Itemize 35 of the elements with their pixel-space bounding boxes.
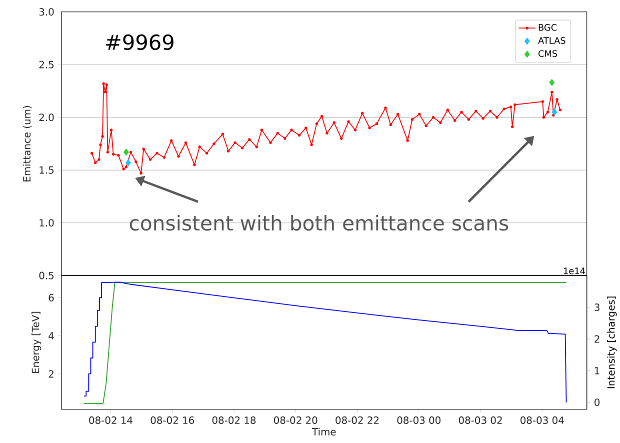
y-tick-label: 1.5 <box>40 166 54 174</box>
legend-label: ATLAS <box>538 37 566 44</box>
y-tick-label: 1.0 <box>40 219 54 227</box>
y2-tick-label: 3 <box>594 303 600 311</box>
x-axis-title: Time <box>312 428 336 436</box>
y-tick-label: 4 <box>48 332 54 340</box>
x-tick-label: 08-03 04 <box>520 416 564 424</box>
point <box>549 79 555 86</box>
y-axis-title: Energy [TeV] <box>32 312 42 373</box>
x-tick-label: 08-02 18 <box>212 416 256 424</box>
annotation: 1e14 <box>564 268 586 274</box>
x-tick-label: 08-02 22 <box>336 416 379 424</box>
x-tick-label: 08-02 16 <box>150 416 194 424</box>
point <box>126 159 131 166</box>
y-tick-label: 3.0 <box>39 8 54 16</box>
y-tick-label: 0.5 <box>39 272 54 280</box>
legend-label: CMS <box>538 50 558 57</box>
x-tick-label: 08-02 14 <box>89 416 132 424</box>
y2-tick-label: 1 <box>594 367 600 374</box>
y-tick-label: 2 <box>48 370 54 378</box>
y-axis-title: Emittance (um) <box>22 106 32 182</box>
point <box>123 148 129 156</box>
y2-tick-label: 2 <box>594 335 600 343</box>
legend-label: BGC <box>538 24 557 31</box>
y-tick-label: 2.0 <box>39 114 54 122</box>
y-tick-label: 2.5 <box>39 60 54 68</box>
y-tick-label: 6 <box>48 294 54 302</box>
x-tick-label: 08-03 00 <box>397 416 441 424</box>
annotation: consistent with both emittance scans <box>130 214 508 231</box>
y2-axis-title: Intensity [charges] <box>607 296 617 388</box>
annotation: #9969 <box>106 34 174 50</box>
x-tick-label: 08-02 20 <box>274 416 318 424</box>
x-tick-label: 08-03 02 <box>458 416 502 424</box>
point <box>552 108 558 116</box>
y2-tick-label: 0 <box>594 398 600 406</box>
